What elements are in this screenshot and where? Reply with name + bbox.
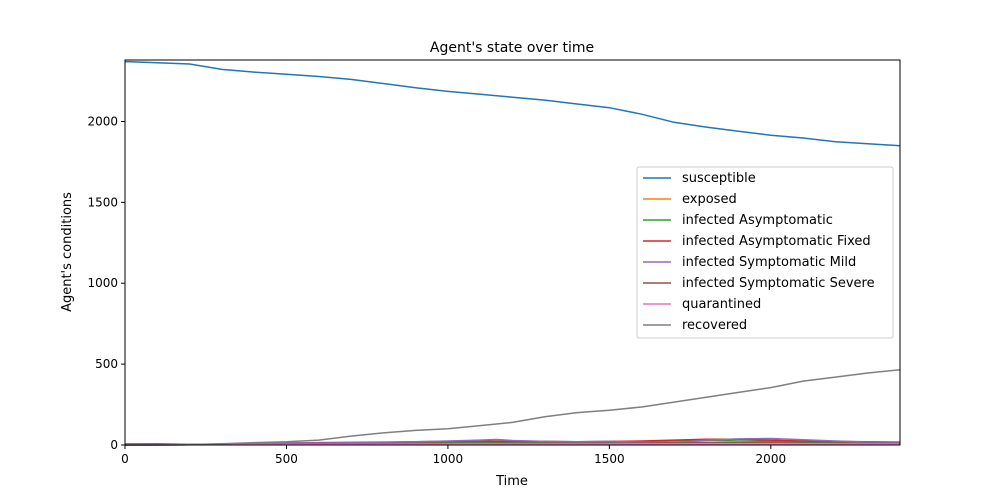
legend-box <box>636 166 894 339</box>
legend-label: recovered <box>682 318 747 333</box>
x-tick-label: 1500 <box>594 452 625 466</box>
y-tick-label: 2000 <box>87 114 118 128</box>
legend-label: exposed <box>682 192 737 207</box>
legend-label: infected Asymptomatic <box>682 213 833 228</box>
legend-label: quarantined <box>682 297 761 312</box>
y-tick-label: 1500 <box>87 195 118 209</box>
series-line-recovered <box>125 369 901 446</box>
series-line-infected-symptomatic-mild <box>124 437 901 446</box>
x-tick-label: 2000 <box>756 452 787 466</box>
series-line-susceptible <box>124 60 901 147</box>
x-tick-label: 1000 <box>433 452 464 466</box>
y-axis: 0 500 1000 1500 2000 <box>87 114 125 452</box>
y-tick-label: 500 <box>95 357 118 371</box>
legend-label: infected Symptomatic Mild <box>682 255 856 270</box>
x-tick-label: 500 <box>275 452 298 466</box>
legend-label: susceptible <box>682 171 756 186</box>
chart-title: Agent's state over time <box>430 40 594 56</box>
legend-label: infected Symptomatic Severe <box>682 276 875 291</box>
x-tick-label: 0 <box>121 452 129 466</box>
x-axis: 0 500 1000 1500 2000 <box>121 445 786 466</box>
legend: susceptible exposed infected Asymptomatic i… <box>636 166 894 339</box>
y-tick-label: 0 <box>110 438 118 452</box>
y-tick-label: 1000 <box>87 276 118 290</box>
x-axis-label: Time <box>495 474 528 489</box>
plot-frame <box>124 59 901 446</box>
legend-label: infected Asymptomatic Fixed <box>682 234 871 249</box>
y-axis-label: Agent's conditions <box>60 192 75 312</box>
